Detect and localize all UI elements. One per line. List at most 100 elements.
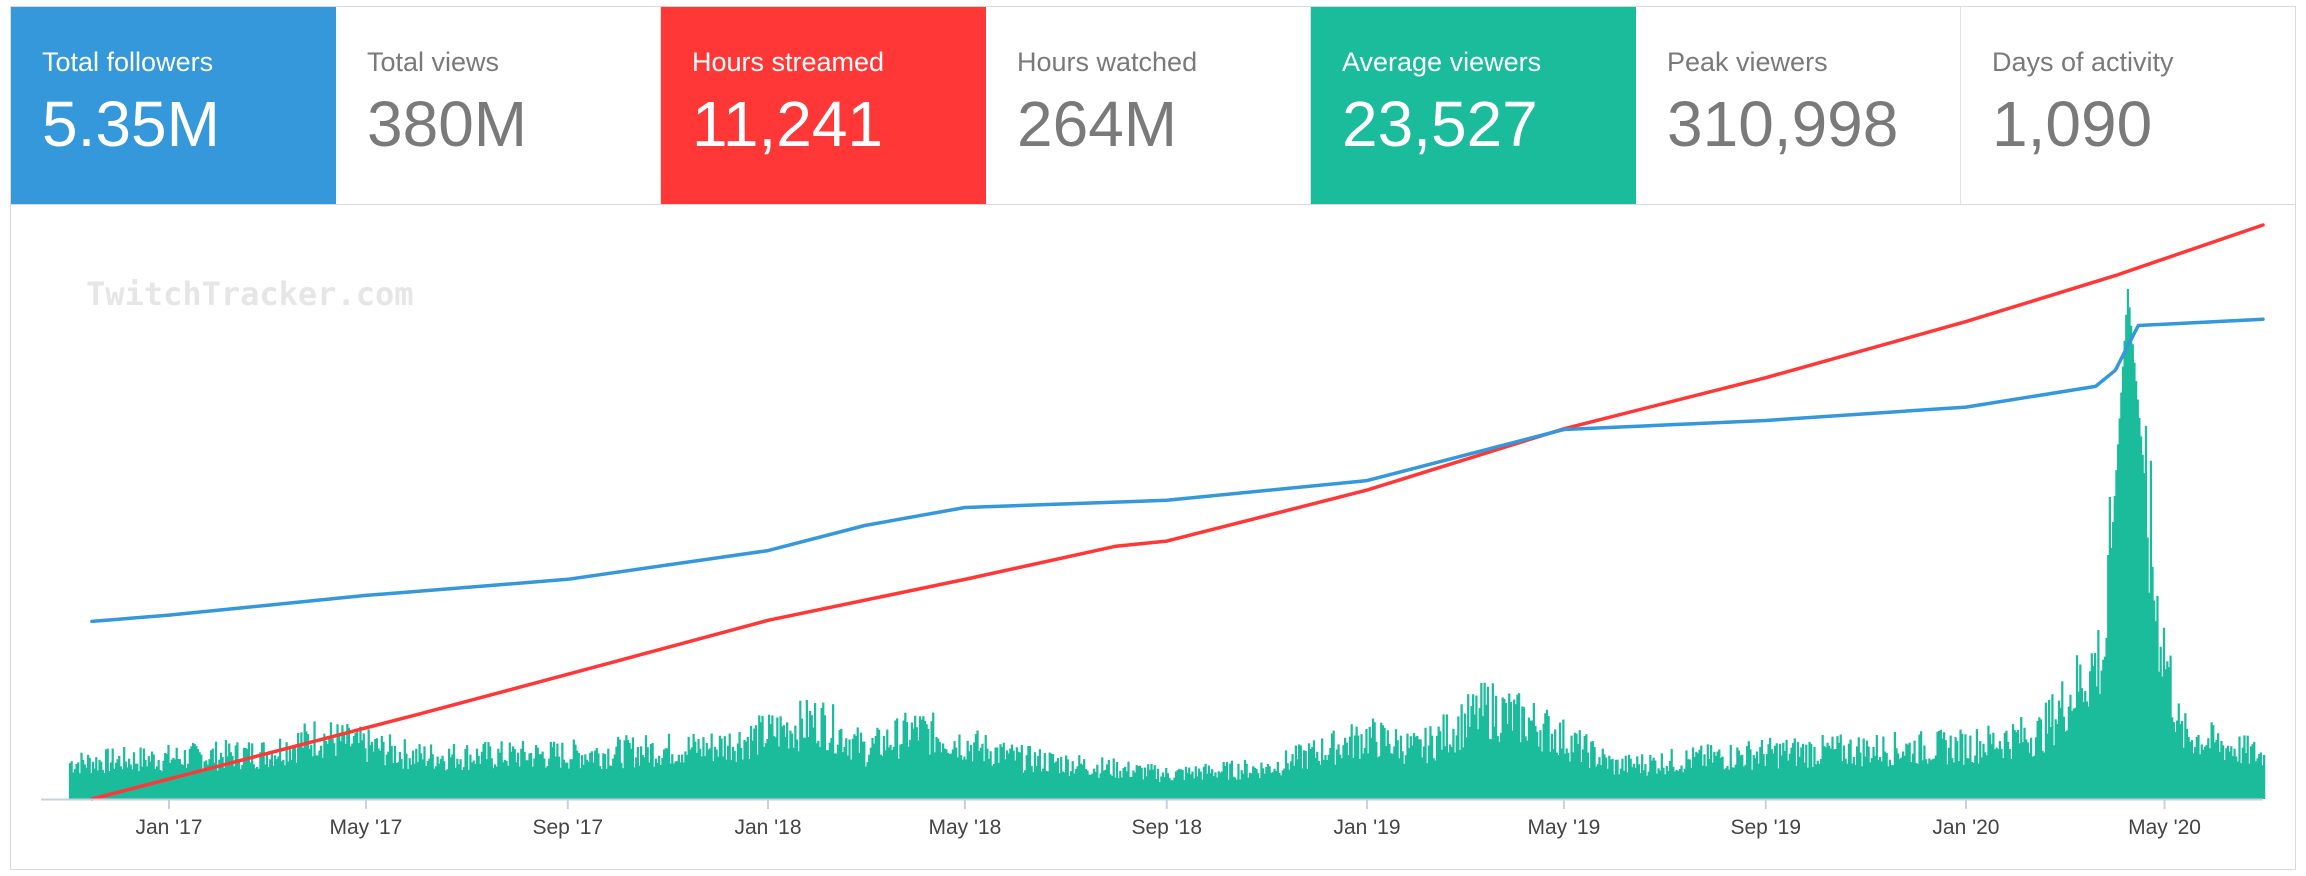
- viewer-bar: [553, 741, 556, 799]
- viewer-bar: [1202, 766, 1206, 799]
- viewer-bar: [1101, 757, 1104, 799]
- viewer-bar: [347, 727, 351, 799]
- viewer-bar: [1266, 763, 1270, 799]
- viewer-bar: [674, 761, 677, 799]
- stat-average-viewers: Average viewers 23,527: [1311, 7, 1636, 204]
- viewer-bar: [966, 740, 969, 799]
- viewer-bar: [169, 762, 172, 799]
- viewer-bar: [93, 768, 96, 799]
- viewer-bar: [1110, 775, 1114, 799]
- viewer-bar: [257, 768, 260, 799]
- viewer-bar: [812, 727, 815, 799]
- viewer-bar: [1911, 753, 1915, 799]
- viewer-bar: [1952, 762, 1956, 799]
- viewer-bar: [1956, 740, 1959, 799]
- viewer-bar: [228, 743, 231, 799]
- viewer-bar: [741, 759, 744, 799]
- viewer-bar: [692, 733, 695, 799]
- viewer-bar: [249, 762, 252, 799]
- viewer-bar: [1020, 744, 1023, 799]
- viewer-bar: [1079, 763, 1083, 799]
- viewer-bar: [1941, 738, 1944, 799]
- viewer-bar: [1153, 765, 1156, 799]
- viewer-bar: [311, 756, 315, 799]
- viewer-bar: [1990, 744, 1993, 799]
- viewer-bar: [546, 766, 549, 799]
- viewer-bar: [2046, 733, 2049, 799]
- viewer-bar: [603, 754, 607, 799]
- viewer-bar: [1278, 772, 1281, 799]
- viewer-bar: [352, 735, 356, 799]
- viewer-bar: [1685, 750, 1688, 799]
- viewer-bar: [1644, 764, 1647, 799]
- viewer-bar: [1276, 761, 1279, 799]
- viewer-bar: [1780, 755, 1783, 799]
- viewer-bar: [548, 758, 551, 799]
- viewer-bar: [1888, 759, 1892, 799]
- viewer-bar: [477, 755, 480, 799]
- viewer-bar: [830, 737, 833, 799]
- viewer-bar: [1294, 745, 1298, 799]
- viewer-bar: [1810, 743, 1813, 799]
- followers-line: [90, 317, 2265, 624]
- viewer-bar: [1389, 753, 1393, 799]
- viewer-bar: [771, 715, 774, 799]
- viewer-bar: [2002, 758, 2005, 799]
- viewer-bar: [715, 749, 718, 799]
- viewer-bar: [1755, 751, 1759, 799]
- viewer-bar: [485, 759, 488, 799]
- viewer-bar: [498, 752, 502, 799]
- viewer-bar: [410, 764, 413, 799]
- viewer-bar: [1258, 778, 1261, 799]
- viewer-bar: [1581, 749, 1585, 799]
- viewer-bar: [425, 765, 428, 799]
- viewer-bar: [1179, 769, 1183, 799]
- viewer-bar: [562, 759, 566, 799]
- viewer-bar: [664, 748, 667, 799]
- viewer-bar: [1069, 771, 1073, 799]
- viewer-bar: [1403, 763, 1406, 799]
- viewer-bar: [1836, 736, 1839, 799]
- viewer-bar: [429, 744, 433, 799]
- viewer-bar: [1124, 766, 1127, 799]
- viewer-bar: [136, 763, 139, 799]
- viewer-bar: [1386, 730, 1389, 799]
- viewer-bar: [1178, 768, 1181, 799]
- viewer-bar: [766, 739, 769, 799]
- viewer-bar: [1063, 772, 1066, 799]
- viewer-bar: [602, 753, 605, 799]
- viewer-bar: [1585, 734, 1588, 799]
- viewer-bar: [1573, 732, 1576, 799]
- viewer-bar: [817, 740, 820, 799]
- viewer-bar: [1634, 767, 1637, 799]
- viewer-bar: [415, 748, 418, 799]
- viewer-bar: [2061, 681, 2064, 799]
- viewer-bar: [287, 761, 290, 799]
- viewer-bar: [1188, 767, 1191, 799]
- stat-hours-streamed: Hours streamed 11,241: [661, 7, 986, 204]
- viewer-bar: [987, 758, 991, 799]
- viewer-bar: [1019, 752, 1022, 799]
- viewer-bar: [359, 726, 362, 799]
- viewer-bar: [776, 717, 779, 799]
- viewer-bar: [1752, 754, 1755, 799]
- viewer-bar: [234, 745, 237, 799]
- viewer-bar: [423, 746, 426, 799]
- viewer-bar: [413, 763, 416, 799]
- viewer-bar: [1261, 768, 1265, 799]
- viewer-bar: [1678, 768, 1682, 799]
- viewer-bar: [233, 766, 236, 799]
- stat-label: Days of activity: [1992, 47, 2174, 77]
- viewer-bar: [357, 743, 360, 799]
- viewer-bar: [1230, 760, 1234, 799]
- viewer-bar: [457, 764, 461, 799]
- viewer-bar: [436, 756, 439, 799]
- viewer-bar: [333, 743, 336, 799]
- viewer-bar: [689, 749, 692, 799]
- viewer-bar: [380, 735, 383, 799]
- viewer-bar: [1686, 759, 1690, 799]
- viewer-bar: [1549, 751, 1552, 799]
- viewer-bar: [656, 762, 659, 799]
- viewer-bar: [946, 752, 950, 799]
- viewer-bar: [1447, 752, 1450, 799]
